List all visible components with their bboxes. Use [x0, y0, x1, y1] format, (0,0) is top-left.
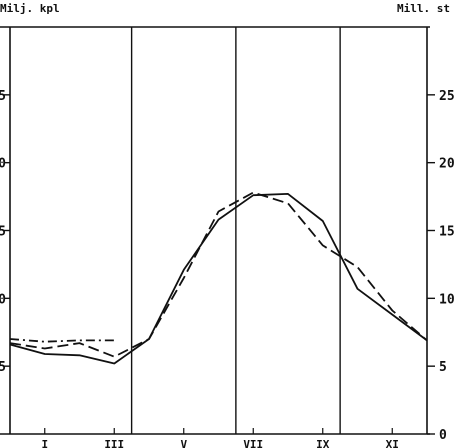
left-tick-label: 20	[0, 157, 6, 172]
left-unit-label: Milj. kpl	[0, 2, 60, 15]
x-tick-label: IX	[316, 438, 330, 448]
series-line-solid	[9, 192, 428, 365]
grid-layer	[0, 26, 435, 435]
right-tick-label: 20	[439, 157, 455, 172]
x-tick-label: V	[180, 438, 187, 448]
x-tick-label: XI	[386, 438, 399, 448]
left-tick-label: 5	[0, 360, 6, 375]
series-line-dash-dot	[9, 338, 115, 343]
series-layer	[9, 191, 428, 365]
right-tick-label: 25	[439, 89, 455, 104]
right-tick-label: 10	[439, 292, 455, 307]
left-tick-label: 25	[0, 89, 6, 104]
left-tick-label: 10	[0, 292, 6, 307]
left-tick-label: 15	[0, 225, 6, 240]
x-tick-label: VII	[243, 438, 263, 448]
x-tick-label: III	[104, 438, 124, 448]
right-unit-label: Mill. st	[397, 2, 450, 15]
right-tick-label: 5	[439, 360, 447, 375]
right-tick-label: 0	[439, 428, 447, 443]
right-tick-label: 15	[439, 225, 455, 240]
series-line-dashed	[9, 191, 428, 358]
x-tick-label: I	[41, 438, 48, 448]
